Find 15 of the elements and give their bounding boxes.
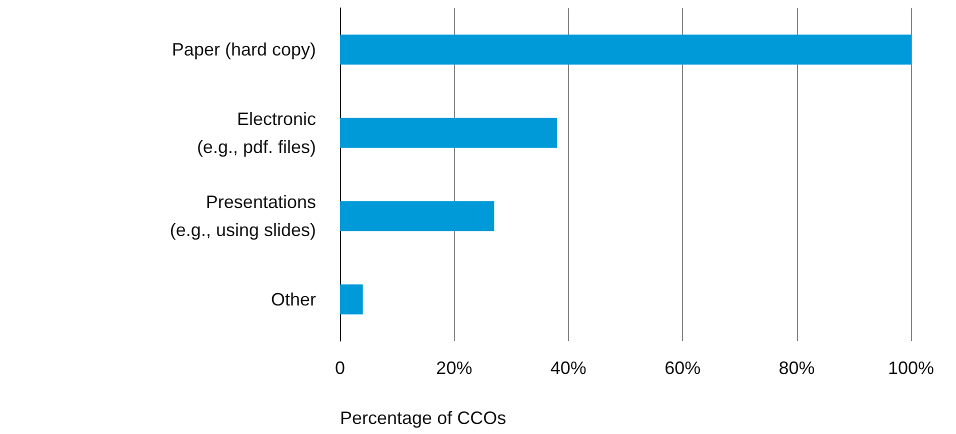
y-tick-label: Presentations (e.g., using slides) [170, 192, 316, 240]
x-tick-label: 0 [334, 358, 346, 378]
bar [340, 201, 494, 232]
x-axis-title: Percentage of CCOs [340, 408, 506, 428]
x-tick-label: 40% [550, 358, 586, 378]
bar [340, 34, 911, 65]
x-tick-label: 100% [888, 358, 934, 378]
y-tick-label: Paper (hard copy) [172, 40, 316, 60]
bar [340, 118, 557, 148]
x-tick-label: 60% [664, 358, 701, 378]
bar [340, 284, 363, 314]
y-tick-label: Other [270, 289, 316, 310]
x-tick-label: 80% [778, 358, 815, 378]
y-tick-label: Electronic (e.g., pdf. files) [196, 108, 316, 157]
x-tick-label: 20% [436, 358, 472, 378]
